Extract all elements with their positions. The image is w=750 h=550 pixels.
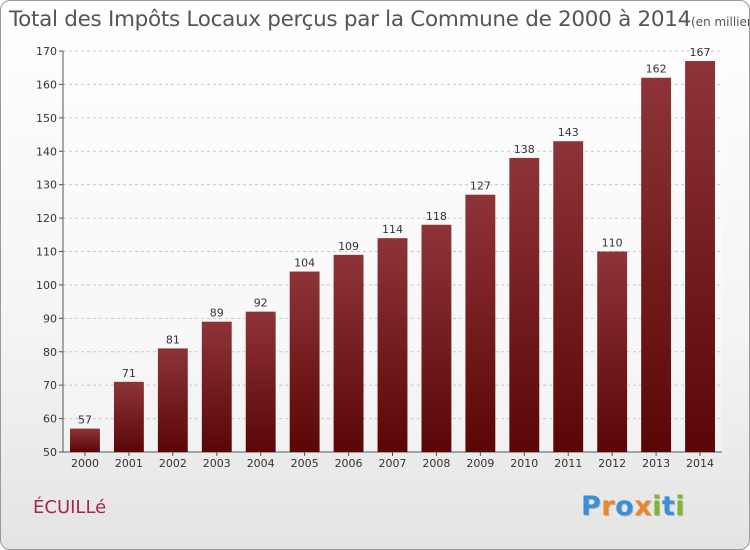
logo-letter: t	[661, 491, 676, 522]
value-label-2009: 127	[470, 180, 491, 193]
x-tick-label-2003: 2003	[203, 457, 231, 470]
x-tick-label-2005: 2005	[291, 457, 319, 470]
value-label-2002: 81	[166, 333, 180, 346]
value-label-2005: 104	[294, 257, 315, 270]
bar-2012	[597, 251, 628, 452]
x-tick-label-2004: 2004	[247, 457, 275, 470]
value-label-2000: 57	[78, 414, 92, 427]
y-tick-label: 50	[43, 446, 57, 459]
value-label-2008: 118	[426, 210, 447, 223]
x-tick-label-2011: 2011	[554, 457, 582, 470]
bar-2001	[113, 381, 144, 452]
chart-title: Total des Impôts Locaux perçus par la Co…	[9, 7, 749, 32]
bar-2003	[201, 321, 232, 452]
chart-title-text: Total des Impôts Locaux perçus par la Co…	[9, 7, 691, 32]
y-tick-label: 70	[43, 379, 57, 392]
y-tick-label: 130	[36, 179, 57, 192]
logo-letter: r	[601, 491, 616, 522]
x-tick-label-2009: 2009	[466, 457, 494, 470]
bar-2002	[157, 348, 188, 452]
x-tick-label-2007: 2007	[379, 457, 407, 470]
value-label-2007: 114	[382, 223, 403, 236]
x-tick-label-2006: 2006	[335, 457, 363, 470]
bar-2004	[245, 311, 276, 452]
logo-letter: i	[675, 491, 686, 522]
y-tick-label: 160	[36, 78, 57, 91]
logo-letter: x	[634, 491, 653, 522]
y-tick-label: 150	[36, 112, 57, 125]
x-tick-label-2012: 2012	[598, 457, 626, 470]
y-tick-label: 170	[36, 45, 57, 58]
y-tick-label: 60	[43, 413, 57, 426]
logo-letter: o	[615, 491, 635, 522]
value-label-2014: 167	[690, 46, 711, 59]
bar-2010	[509, 157, 540, 452]
bar-2013	[641, 77, 672, 452]
value-label-2011: 143	[558, 126, 579, 139]
proxiti-logo: Proxiti	[581, 491, 685, 522]
value-label-2003: 89	[210, 307, 224, 320]
bar-2014	[685, 61, 715, 453]
y-tick-label: 140	[36, 145, 57, 158]
bar-2007	[377, 238, 408, 452]
x-tick-label-2010: 2010	[510, 457, 538, 470]
bar-2011	[553, 141, 584, 452]
commune-name: ÉCUILLé	[33, 497, 107, 518]
value-label-2001: 71	[122, 367, 136, 380]
x-tick-label-2000: 2000	[71, 457, 99, 470]
y-tick-label: 120	[36, 212, 57, 225]
chart-unit-label: (en milliers d'€)	[691, 15, 749, 29]
value-label-2010: 138	[514, 143, 535, 156]
value-label-2013: 162	[646, 63, 667, 76]
value-label-2006: 109	[338, 240, 359, 253]
y-tick-label: 100	[36, 279, 57, 292]
x-tick-label-2008: 2008	[422, 457, 450, 470]
value-label-2012: 110	[602, 237, 623, 250]
x-tick-label-2014: 2014	[686, 457, 714, 470]
x-tick-label-2001: 2001	[115, 457, 143, 470]
bar-2009	[465, 194, 496, 453]
bar-2005	[289, 271, 320, 452]
bar-2008	[421, 224, 452, 452]
y-tick-label: 80	[43, 346, 57, 359]
y-tick-label: 90	[43, 312, 57, 325]
logo-letter: i	[652, 491, 662, 522]
logo-letter: P	[581, 491, 602, 522]
y-tick-label: 110	[36, 246, 57, 259]
bar-2000	[70, 428, 100, 452]
bar-2006	[333, 254, 364, 452]
value-label-2004: 92	[254, 297, 268, 310]
x-tick-label-2002: 2002	[159, 457, 187, 470]
x-tick-label-2013: 2013	[642, 457, 670, 470]
